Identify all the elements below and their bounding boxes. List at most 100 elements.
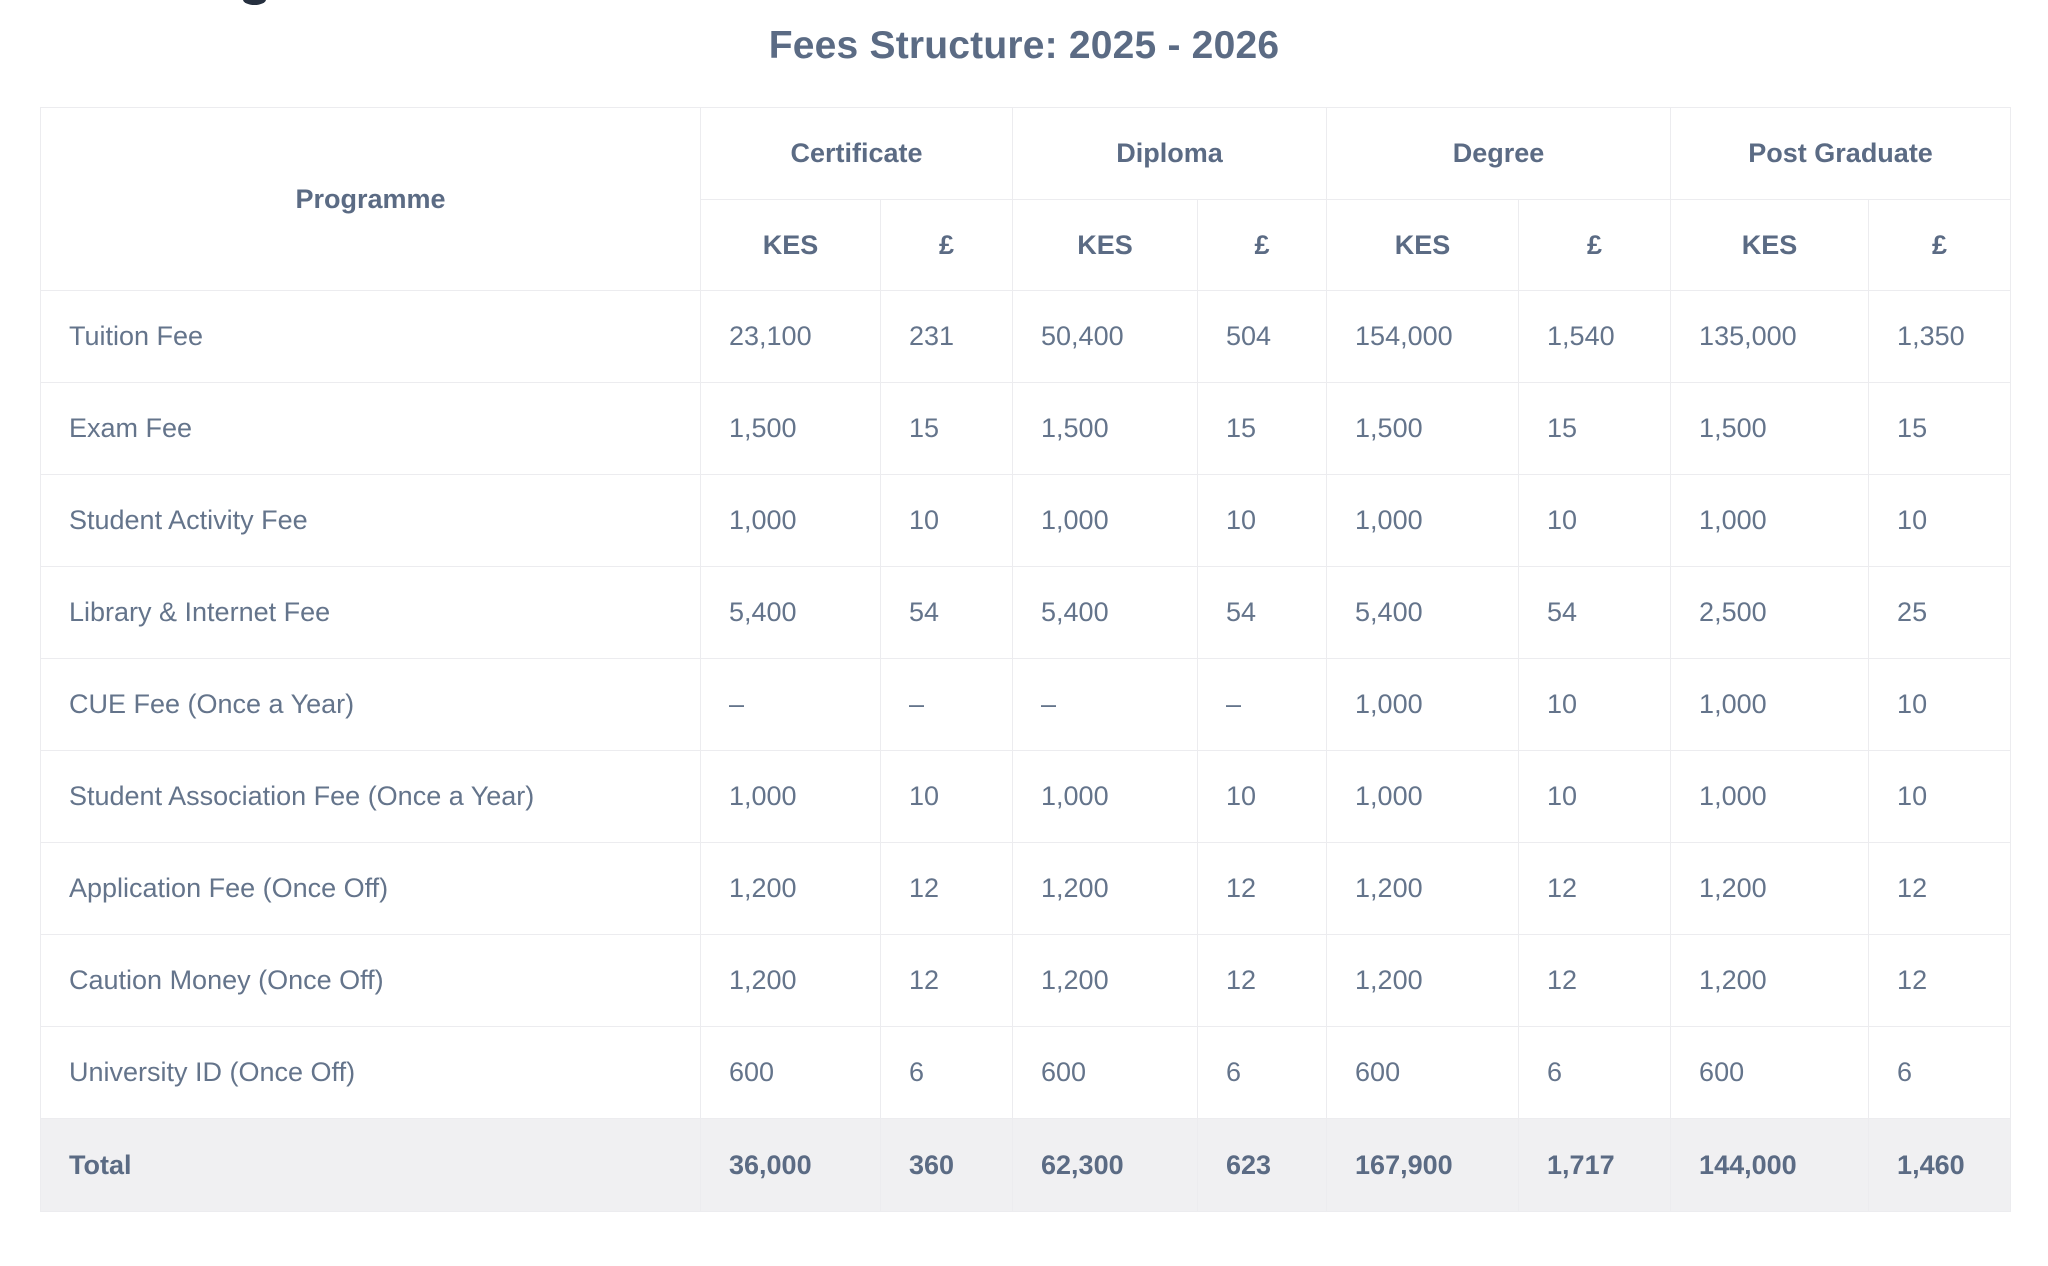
fee-value-cell: 6 — [1868, 1026, 2012, 1119]
fee-value-cell: 1,200 — [700, 934, 881, 1027]
table-row: CUE Fee (Once a Year) – – – –1,000 10 1,000 10 — [40, 658, 2012, 751]
fee-value-cell: 10 — [1868, 474, 2012, 567]
column-header-degree-kes: KES — [1326, 199, 1520, 291]
fee-value-cell: 15 — [1518, 382, 1672, 475]
fee-value-cell: 1,500 — [1012, 382, 1199, 475]
fee-value-cell: 504 — [1197, 290, 1328, 383]
fee-value-cell: 5,400 — [1012, 566, 1199, 659]
fee-value-cell: 1,000 — [700, 474, 881, 567]
fee-value-cell: 12 — [1518, 842, 1672, 935]
fee-value-cell: 231 — [879, 290, 1014, 383]
fees-table: Programme Certificate Diploma Degree Pos… — [40, 107, 2012, 1212]
fee-value-cell: 600 — [700, 1026, 881, 1119]
fee-value-cell: 1,200 — [1326, 842, 1520, 935]
fee-value-cell: 10 — [1518, 658, 1672, 751]
column-header-degree-gbp: £ — [1518, 199, 1672, 291]
fee-value-cell: 5,400 — [1326, 566, 1520, 659]
table-row: Tuition Fee 23,100 231 50,400 504 154,000 1,54… — [40, 290, 2012, 383]
fee-item-label: Exam Fee — [40, 382, 701, 475]
fee-value-cell: 12 — [1868, 934, 2012, 1027]
fee-value-cell: 10 — [1197, 750, 1328, 843]
fee-value-cell: 6 — [1518, 1026, 1672, 1119]
fee-value-cell: 10 — [1868, 658, 2012, 751]
fee-value-cell: 15 — [1197, 382, 1328, 475]
fee-value-cell: 10 — [879, 750, 1014, 843]
fee-value-cell: 12 — [1197, 842, 1328, 935]
fee-value-cell: 1,000 — [1326, 750, 1520, 843]
total-row: Total 36,000 360 62,300 623 167,900 1,717 144,0… — [40, 1118, 2012, 1212]
fee-value-cell: 1,000 — [1012, 474, 1199, 567]
fee-value-cell: 10 — [1868, 750, 2012, 843]
fee-value-cell: 1,500 — [1326, 382, 1520, 475]
table-row: Application Fee (Once Off) 1,200 12 1,200 12… — [40, 842, 2012, 935]
total-value-cell: 167,900 — [1326, 1118, 1520, 1212]
cropped-text-artifact — [243, 0, 266, 5]
total-value-cell: 36,000 — [700, 1118, 881, 1212]
fee-item-label: Tuition Fee — [40, 290, 701, 383]
total-value-cell: 62,300 — [1012, 1118, 1199, 1212]
column-header-diploma-gbp: £ — [1197, 199, 1328, 291]
fee-value-cell: 1,000 — [1326, 658, 1520, 751]
fee-value-cell: 1,000 — [700, 750, 881, 843]
column-group-post-graduate: Post Graduate — [1670, 107, 2012, 200]
fee-value-cell: 10 — [1518, 474, 1672, 567]
column-header-certificate-kes: KES — [700, 199, 881, 291]
table-row: Student Activity Fee 1,000 10 1,000 10 1,000 1… — [40, 474, 2012, 567]
table-row: Caution Money (Once Off) 1,200 12 1,200 12 1,… — [40, 934, 2012, 1027]
column-header-diploma-kes: KES — [1012, 199, 1199, 291]
fee-item-label: University ID (Once Off) — [40, 1026, 701, 1119]
column-header-certificate-gbp: £ — [879, 199, 1014, 291]
fee-item-label: Student Association Fee (Once a Year) — [40, 750, 701, 843]
fee-value-cell: – — [700, 658, 881, 751]
header-group-row: Programme Certificate Diploma Degree Pos… — [40, 107, 2012, 291]
fee-value-cell: – — [1197, 658, 1328, 751]
fee-value-cell: 1,200 — [700, 842, 881, 935]
fee-value-cell: 12 — [1197, 934, 1328, 1027]
page-title: Fees Structure: 2025 - 2026 — [768, 24, 1280, 67]
total-value-cell: 1,460 — [1868, 1118, 2012, 1212]
header-currency-row: KES £ KES £ KES £ KES £ — [41, 199, 2012, 291]
column-header-post-graduate-gbp: £ — [1868, 199, 2012, 291]
fee-value-cell: 1,500 — [1670, 382, 1870, 475]
column-header-post-graduate-kes: KES — [1670, 199, 1870, 291]
fee-value-cell: 12 — [1868, 842, 2012, 935]
fee-item-label: Application Fee (Once Off) — [40, 842, 701, 935]
fee-item-label: Library & Internet Fee — [40, 566, 701, 659]
fee-value-cell: 25 — [1868, 566, 2012, 659]
fee-value-cell: 1,200 — [1012, 842, 1199, 935]
fee-value-cell: 1,000 — [1326, 474, 1520, 567]
fee-value-cell: 54 — [1518, 566, 1672, 659]
total-value-cell: 360 — [879, 1118, 1014, 1212]
fee-value-cell: 6 — [1197, 1026, 1328, 1119]
fee-value-cell: 1,200 — [1670, 934, 1870, 1027]
total-label: Total — [40, 1118, 701, 1212]
fee-value-cell: 15 — [1868, 382, 2012, 475]
fee-item-label: Caution Money (Once Off) — [40, 934, 701, 1027]
fee-value-cell: 23,100 — [700, 290, 881, 383]
fee-value-cell: 1,350 — [1868, 290, 2012, 383]
fee-value-cell: 54 — [879, 566, 1014, 659]
column-header-programme: Programme — [40, 107, 701, 291]
fee-value-cell: 54 — [1197, 566, 1328, 659]
fees-table-body: Tuition Fee 23,100 231 50,400 504 154,000 1,54… — [40, 290, 2012, 1212]
fee-value-cell: 1,000 — [1670, 474, 1870, 567]
fee-value-cell: 1,000 — [1670, 750, 1870, 843]
fee-value-cell: 1,540 — [1518, 290, 1672, 383]
table-row: University ID (Once Off) 600 6 600 6 600 6 600 6 — [40, 1026, 2012, 1119]
fee-value-cell: 135,000 — [1670, 290, 1870, 383]
fee-value-cell: 15 — [879, 382, 1014, 475]
column-group-diploma: Diploma — [1012, 107, 1328, 200]
fee-value-cell: 600 — [1326, 1026, 1520, 1119]
fee-value-cell: 6 — [879, 1026, 1014, 1119]
fee-value-cell: 154,000 — [1326, 290, 1520, 383]
column-group-certificate: Certificate — [699, 107, 1014, 200]
fee-value-cell: 1,200 — [1326, 934, 1520, 1027]
fee-value-cell: 1,500 — [700, 382, 881, 475]
fee-value-cell: 1,000 — [1670, 658, 1870, 751]
total-value-cell: 1,717 — [1518, 1118, 1672, 1212]
fee-value-cell: 600 — [1670, 1026, 1870, 1119]
fee-value-cell: 12 — [879, 934, 1014, 1027]
fee-value-cell: – — [879, 658, 1014, 751]
fee-value-cell: – — [1012, 658, 1199, 751]
